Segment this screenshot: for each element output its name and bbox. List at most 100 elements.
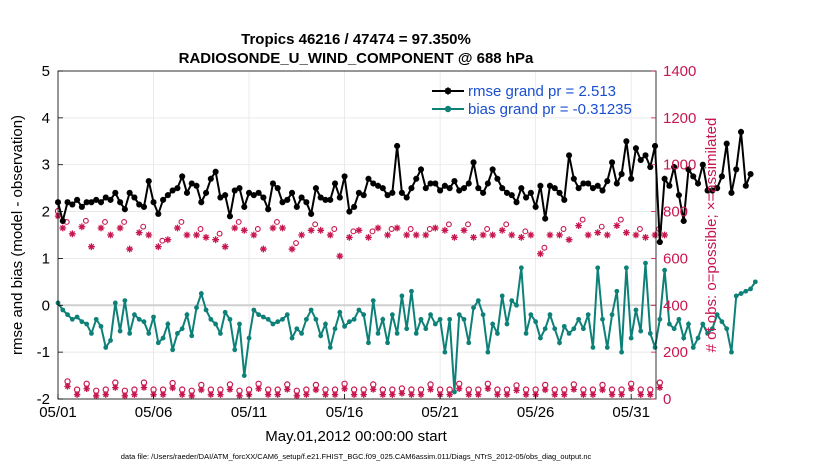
bias-point	[151, 314, 156, 320]
obs-assimilated-marker	[193, 231, 200, 239]
obs-assimilated-marker	[594, 229, 602, 237]
rmse-point	[704, 187, 711, 194]
obs-assimilated-low-marker	[121, 392, 129, 399]
obs-assimilated-marker	[489, 231, 497, 239]
obs-assimilated-marker	[174, 224, 181, 232]
bias-point	[676, 316, 682, 322]
bias-point	[666, 321, 672, 327]
rmse-point	[695, 180, 702, 187]
bias-point	[700, 321, 706, 327]
obs-assimilated-marker	[412, 231, 420, 239]
obs-assimilated-marker	[250, 231, 258, 239]
bias-point	[370, 298, 376, 303]
rmse-point	[632, 145, 639, 152]
rmse-point	[551, 185, 558, 192]
obs-assimilated-low-marker	[73, 391, 81, 398]
rmse-point	[527, 189, 534, 196]
bias-point	[538, 335, 543, 341]
rmse-point	[183, 189, 190, 196]
rmse-point	[546, 182, 553, 189]
rmse-point	[131, 194, 138, 201]
rmse-point	[346, 208, 353, 215]
rmse-point	[78, 203, 85, 210]
bias-point	[103, 345, 109, 350]
x-tick-label: 05/16	[326, 404, 364, 421]
rmse-point	[74, 196, 81, 203]
bias-point	[686, 321, 691, 327]
obs-assimilated-marker	[221, 243, 229, 251]
obs-assimilated-marker	[546, 231, 554, 239]
y-tick-label: 4	[42, 110, 50, 127]
obs-assimilated-marker	[259, 245, 267, 253]
rmse-point	[112, 189, 119, 196]
obs-possible-high-marker	[216, 230, 223, 237]
y-tick-label: 0	[42, 297, 50, 314]
bias-point	[155, 340, 161, 346]
rmse-point	[446, 185, 453, 192]
obs-possible-high-marker	[293, 240, 299, 247]
bias-point	[289, 335, 295, 341]
rmse-point	[179, 173, 186, 180]
bias-point	[719, 319, 725, 325]
rmse-point	[312, 185, 319, 192]
obs-assimilated-marker	[431, 224, 439, 232]
bias-point	[213, 321, 219, 327]
rmse-point	[398, 189, 405, 196]
obs-assimilated-low-marker	[408, 391, 415, 398]
rmse-point	[69, 201, 76, 208]
bias-point	[600, 316, 605, 322]
obs-assimilated-marker	[451, 233, 458, 241]
bias-point	[638, 328, 644, 334]
rmse-point	[570, 175, 577, 182]
obs-assimilated-marker	[565, 236, 573, 244]
rmse-point	[437, 187, 444, 194]
rmse-point	[556, 189, 563, 196]
bias-point	[748, 286, 753, 292]
bias-point	[561, 323, 567, 329]
obs-assimilated-marker	[384, 231, 391, 239]
bias-point	[184, 312, 190, 318]
rmse-point	[140, 203, 147, 210]
obs-possible-high-marker	[121, 219, 128, 225]
bias-point	[471, 305, 476, 311]
y-right-tick-label: 800	[663, 204, 688, 221]
obs-assimilated-marker	[164, 236, 172, 244]
rmse-point	[102, 194, 109, 201]
rmse-point	[217, 194, 224, 201]
obs-assimilated-marker	[154, 243, 162, 251]
bias-point	[127, 331, 133, 336]
rmse-point	[93, 196, 100, 203]
y-axis-right-label: # of obs: o=possible; ×=assimilated	[703, 118, 720, 353]
rmse-point	[379, 185, 386, 192]
rmse-point	[193, 182, 200, 189]
rmse-point	[542, 215, 549, 222]
bias-point	[60, 307, 66, 313]
rmse-point	[188, 180, 195, 187]
bias-point	[284, 312, 290, 318]
obs-assimilated-low-marker	[198, 386, 205, 394]
bias-point	[280, 316, 285, 322]
bias-point	[557, 340, 562, 346]
rmse-point	[284, 196, 291, 203]
bias-point	[222, 309, 228, 315]
bias-point	[690, 345, 696, 350]
rmse-point	[470, 159, 477, 166]
rmse-point	[351, 203, 358, 210]
bias-point	[485, 349, 491, 355]
y-tick-label: -1	[37, 344, 50, 361]
bias-point	[237, 321, 242, 327]
rmse-point	[618, 171, 625, 178]
bias-point	[165, 321, 171, 327]
rmse-point	[427, 180, 434, 187]
obs-assimilated-marker	[355, 226, 363, 234]
obs-assimilated-marker	[403, 231, 411, 239]
obs-assimilated-low-marker	[599, 386, 606, 394]
obs-possible-high-marker	[484, 226, 491, 232]
bias-point	[146, 331, 152, 336]
bias-point	[418, 316, 424, 322]
rmse-point	[327, 196, 334, 203]
x-tick-label: 05/21	[421, 404, 459, 421]
y-right-tick-label: 600	[663, 250, 688, 267]
bias-point	[98, 323, 104, 329]
obs-assimilated-marker	[88, 243, 95, 251]
